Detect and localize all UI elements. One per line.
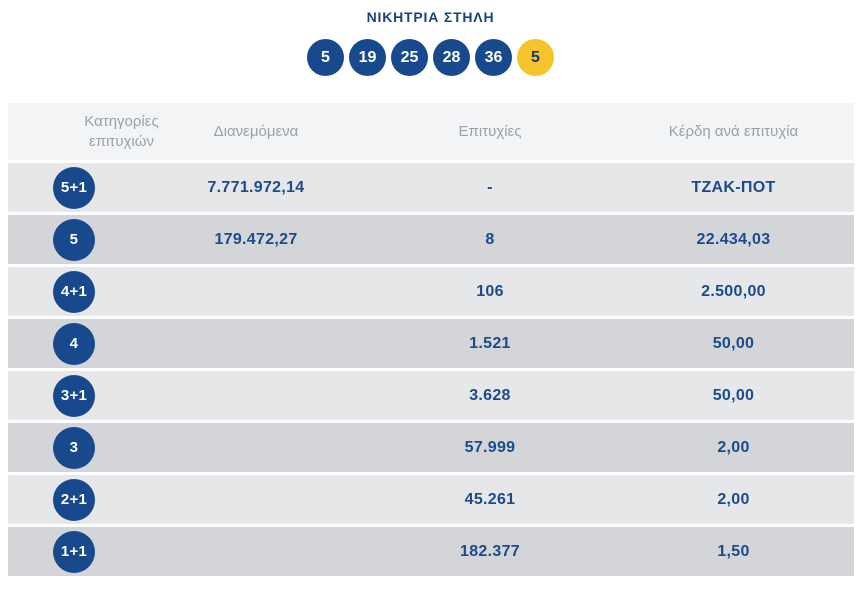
winning-number-ball-3: 25 (391, 39, 428, 76)
winnings-cell: 2.500,00 (701, 282, 766, 300)
table-row: 3+1 3.628 50,00 (8, 371, 854, 420)
category-badge: 5 (53, 218, 95, 261)
winning-number-ball-4: 28 (433, 39, 470, 76)
category-badge: 3+1 (53, 374, 95, 417)
prize-categories-table: Κατηγορίες επιτυχιών Διανεμόμενα Επιτυχί… (8, 103, 854, 576)
distributed-cell: 7.771.972,14 (207, 178, 305, 196)
category-badge: 2+1 (53, 478, 95, 521)
header-successes: Επιτυχίες (458, 123, 522, 140)
category-cell: 3+1 (8, 374, 190, 417)
header-distributed: Διανεμόμενα (213, 123, 299, 140)
successes-cell: 1.521 (469, 334, 511, 352)
winning-column-title: ΝΙΚΗΤΡΙΑ ΣΤΗΛΗ (366, 9, 495, 25)
table-row: 1+1 182.377 1,50 (8, 527, 854, 576)
table-row: 4 1.521 50,00 (8, 319, 854, 368)
winnings-cell: 50,00 (712, 386, 755, 404)
category-cell: 5 (8, 218, 190, 261)
category-badge: 5+1 (53, 166, 95, 209)
table-row: 3 57.999 2,00 (8, 423, 854, 472)
category-cell: 1+1 (8, 530, 190, 573)
winning-number-ball-2: 19 (349, 39, 386, 76)
table-row: 5 179.472,27 8 22.434,03 (8, 215, 854, 264)
category-cell: 2+1 (8, 478, 190, 521)
header-categories-line1: Κατηγορίες (84, 112, 159, 130)
winning-number-ball-5: 36 (475, 39, 512, 76)
winnings-cell: 22.434,03 (696, 230, 771, 248)
table-header-row: Κατηγορίες επιτυχιών Διανεμόμενα Επιτυχί… (8, 103, 854, 160)
winnings-cell: 50,00 (712, 334, 755, 352)
header-categories-line2: επιτυχιών (89, 132, 154, 150)
winnings-cell: 2,00 (717, 438, 750, 456)
table-row: 5+1 7.771.972,14 - ΤΖΑΚ-ΠΟΤ (8, 163, 854, 212)
successes-cell: - (487, 178, 493, 196)
joker-number-ball: 5 (517, 39, 554, 76)
distributed-cell: 179.472,27 (214, 230, 298, 248)
successes-cell: 106 (476, 282, 504, 300)
category-cell: 4+1 (8, 270, 190, 313)
winnings-cell: 2,00 (717, 490, 750, 508)
table-row: 4+1 106 2.500,00 (8, 267, 854, 316)
table-row: 2+1 45.261 2,00 (8, 475, 854, 524)
category-badge: 4 (53, 322, 95, 365)
successes-cell: 57.999 (464, 438, 516, 456)
category-badge: 4+1 (53, 270, 95, 313)
category-cell: 4 (8, 322, 190, 365)
successes-cell: 3.628 (469, 386, 511, 404)
category-badge: 1+1 (53, 530, 95, 573)
winning-number-ball-1: 5 (307, 39, 344, 76)
winnings-cell: 1,50 (717, 542, 750, 560)
header-categories: Κατηγορίες επιτυχιών (8, 112, 190, 152)
winnings-cell: ΤΖΑΚ-ΠΟΤ (691, 178, 776, 196)
winning-numbers-row: 5 19 25 28 36 5 (0, 39, 861, 76)
successes-cell: 182.377 (460, 542, 520, 560)
header-winnings: Κέρδη ανά επιτυχία (668, 123, 799, 140)
successes-cell: 45.261 (464, 490, 516, 508)
category-cell: 3 (8, 426, 190, 469)
category-badge: 3 (53, 426, 95, 469)
successes-cell: 8 (485, 230, 495, 248)
category-cell: 5+1 (8, 166, 190, 209)
